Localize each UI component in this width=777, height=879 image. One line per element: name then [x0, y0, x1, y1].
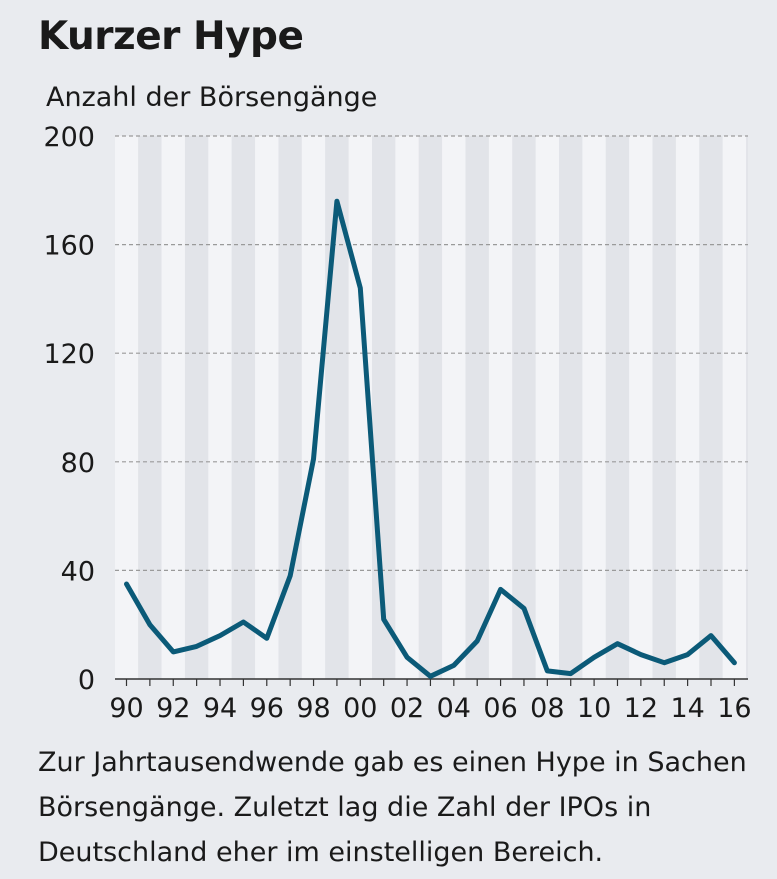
year-band — [559, 136, 582, 679]
x-tick-label: 98 — [296, 693, 330, 724]
year-band — [746, 136, 748, 679]
year-band — [653, 136, 676, 679]
year-band — [466, 136, 489, 679]
x-tick-label: 06 — [483, 693, 517, 724]
year-band — [629, 136, 652, 679]
x-tick-label: 00 — [343, 693, 377, 724]
x-tick-label: 90 — [109, 693, 143, 724]
x-tick-label: 96 — [250, 693, 284, 724]
year-bands — [115, 136, 748, 679]
year-band — [162, 136, 185, 679]
year-band — [512, 136, 535, 679]
y-tick-label: 40 — [61, 556, 95, 587]
y-tick-label: 120 — [43, 339, 95, 370]
chart-caption: Zur Jahrtausendwende gab es einen Hype i… — [38, 740, 748, 875]
year-band — [302, 136, 325, 679]
x-tick-label: 92 — [156, 693, 190, 724]
x-axis: 90 92 94 96 98 00 02 04 06 08 10 12 14 16 — [109, 679, 751, 724]
year-band — [185, 136, 208, 679]
y-axis-ticks: 0 40 80 120 160 200 — [43, 122, 95, 696]
year-band — [606, 136, 629, 679]
year-band — [395, 136, 418, 679]
x-tick-label: 08 — [530, 693, 564, 724]
y-tick-label: 200 — [43, 122, 95, 153]
year-band — [582, 136, 605, 679]
y-tick-label: 80 — [61, 448, 95, 479]
x-tick-label: 10 — [577, 693, 611, 724]
x-tick-label: 14 — [670, 693, 704, 724]
year-band — [232, 136, 255, 679]
x-tick-label: 94 — [203, 693, 237, 724]
year-band — [442, 136, 465, 679]
year-band — [536, 136, 559, 679]
year-band — [208, 136, 231, 679]
y-tick-label: 0 — [78, 665, 95, 696]
year-band — [676, 136, 699, 679]
year-band — [723, 136, 746, 679]
year-band — [419, 136, 442, 679]
y-tick-label: 160 — [43, 231, 95, 262]
x-tick-label: 02 — [390, 693, 424, 724]
year-band — [699, 136, 722, 679]
year-band — [255, 136, 278, 679]
x-tick-label: 12 — [624, 693, 658, 724]
x-tick-label: 04 — [437, 693, 471, 724]
year-band — [138, 136, 161, 679]
x-tick-label: 16 — [717, 693, 751, 724]
